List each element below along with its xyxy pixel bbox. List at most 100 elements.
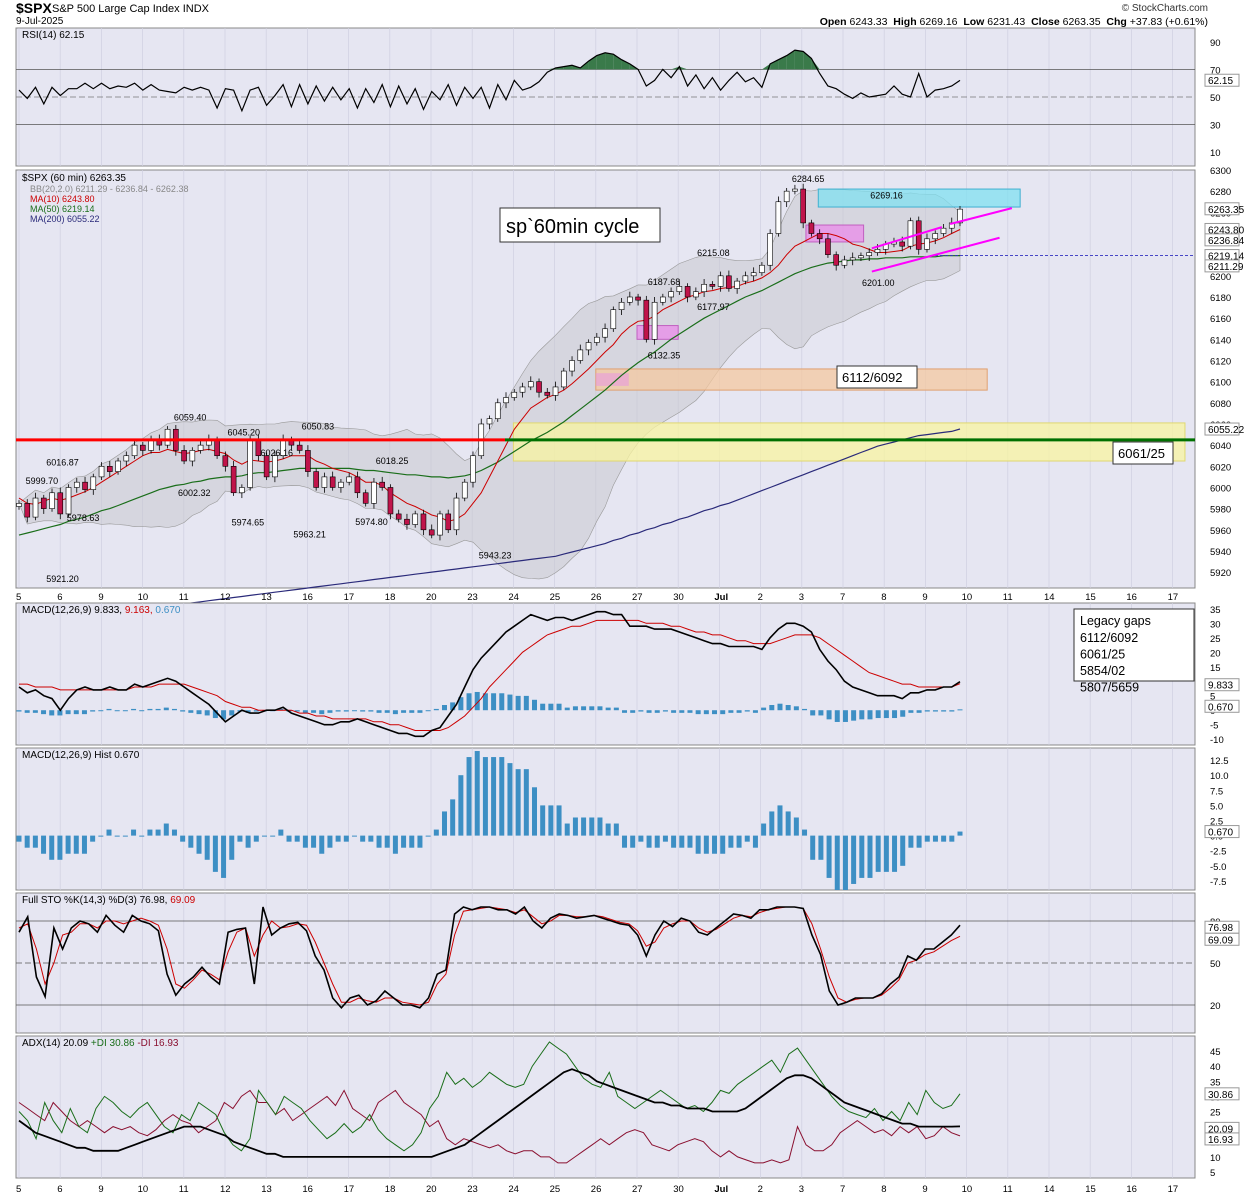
macd-hist-right-label: 0.670	[1208, 828, 1233, 839]
macd-hist-bar	[425, 835, 431, 837]
macd-panel-hist-bar	[908, 710, 914, 713]
candle-body	[65, 487, 72, 515]
candle-body	[98, 466, 105, 478]
macd-panel-hist-bar	[785, 705, 791, 711]
candle-body	[874, 249, 881, 253]
candle-body	[24, 503, 31, 518]
macd-panel-hist-bar	[90, 710, 96, 712]
price-annotation: 6201.00	[862, 278, 895, 288]
macd-panel-hist-bar	[597, 706, 603, 711]
price-ytick: 6180	[1210, 293, 1231, 304]
candle-body	[643, 299, 650, 340]
macd-hist-bar	[932, 835, 938, 842]
candle-body	[296, 444, 303, 451]
macd-panel-hist-bar	[106, 708, 112, 711]
macd-panel-hist-bar	[581, 706, 587, 711]
candle-body	[57, 492, 64, 515]
macd-panel-hist-bar	[98, 710, 104, 712]
macd-panel-hist-bar	[392, 710, 398, 715]
macd-hist-bar	[752, 835, 758, 848]
x-axis-label-bottom: 13	[261, 1184, 272, 1195]
candle-body	[189, 450, 196, 462]
index-name: S&P 500 Large Cap Index INDX	[52, 3, 209, 15]
candle-body	[329, 476, 336, 488]
rsi-ytick: 30	[1210, 121, 1221, 132]
x-axis-label: 2	[758, 592, 763, 603]
price-ytick: 6080	[1210, 399, 1231, 410]
macd-hist-bar	[57, 835, 63, 860]
macd-panel-hist-bar	[327, 710, 333, 713]
candle-body	[940, 227, 947, 234]
macd-hist-bar	[900, 835, 906, 866]
x-axis-label: 13	[261, 592, 272, 603]
adx-ytick: 35	[1210, 1077, 1221, 1088]
macd-panel-hist-bar	[401, 710, 407, 713]
macd-hist-bar	[49, 835, 55, 860]
macd-panel-hist-bar	[311, 710, 317, 713]
macd-hist-bar	[499, 757, 505, 836]
candle-body	[247, 439, 253, 488]
macd-hist-bar	[703, 835, 709, 854]
macd-panel-hist-bar	[114, 710, 120, 712]
macd-right-label: 9.833	[1208, 681, 1233, 692]
macd-hist-bar	[613, 823, 619, 836]
macd-panel-hist-bar	[499, 693, 505, 711]
macd-panel-hist-bar	[425, 710, 431, 712]
macd-panel-hist-bar	[155, 708, 161, 711]
macd-hist-bar	[671, 835, 677, 848]
price-right-label-box	[1204, 259, 1240, 273]
macd-hist-bar	[744, 835, 750, 842]
pink-zone-box	[805, 224, 865, 243]
macd-hist-bar	[622, 835, 628, 848]
macd-hist-bar	[515, 769, 521, 836]
price-right-label: 6243.80	[1208, 225, 1245, 236]
legacy-gaps-item: 5807/5659	[1080, 681, 1139, 695]
macd-hist-bar	[392, 835, 398, 854]
macd-panel-hist-bar	[204, 710, 210, 716]
macd-hist-bar	[532, 787, 538, 836]
price-annotation: 5974.65	[232, 517, 265, 527]
x-axis-label-bottom: 16	[302, 1184, 313, 1195]
macd-legend-item: 0.670	[153, 605, 181, 616]
macd-panel-hist-bar	[139, 710, 145, 712]
candle-body	[627, 296, 633, 303]
adx-line	[18, 1068, 961, 1158]
rsi-overbought-fill	[621, 59, 630, 70]
macd-hist-bar	[458, 775, 464, 836]
candle-body	[808, 222, 815, 234]
macd-hist-bar	[507, 763, 513, 836]
x-axis-label-bottom: 10	[138, 1184, 149, 1195]
macd-panel-hist-bar	[826, 710, 832, 720]
rsi-overbought-fill	[679, 66, 688, 70]
macd-panel-hist-bar	[507, 694, 513, 711]
macd-panel-hist-bar	[49, 710, 55, 716]
rsi-current-label: 62.15	[1208, 76, 1233, 87]
gap-label: 6061/25	[1118, 446, 1165, 461]
macd-panel-hist-bar	[638, 710, 644, 712]
macd-hist-bar	[720, 835, 726, 854]
legacy-gaps-item: 6112/6092	[1080, 631, 1138, 645]
candle-body	[536, 381, 542, 393]
macd-hist-bar	[131, 829, 137, 836]
macd-panel-hist-bar	[818, 710, 824, 716]
candle-body	[272, 455, 278, 478]
macd-panel-hist-bar	[712, 710, 718, 715]
candle-body	[618, 301, 625, 310]
candle-body	[569, 360, 575, 372]
macd-signal-line	[19, 619, 961, 731]
rsi-ytick: 90	[1210, 38, 1221, 49]
candle-body	[759, 264, 765, 273]
open-label: Open	[819, 16, 847, 28]
macd-panel-hist-bar	[793, 706, 799, 711]
x-axis-label-bottom: 9	[922, 1184, 927, 1195]
close-label: Close	[1031, 16, 1060, 28]
x-axis-label: 7	[840, 592, 845, 603]
macd-panel-hist-bar	[163, 707, 169, 711]
macd-hist-bar	[81, 835, 87, 854]
macd-hist-bar	[343, 835, 349, 842]
macd-hist-bar	[777, 805, 783, 836]
macd-panel-hist-bar	[278, 708, 284, 711]
adx-ytick: 40	[1210, 1062, 1221, 1073]
price-ytick: 5980	[1210, 505, 1231, 516]
macd-hist-bar	[761, 823, 767, 836]
